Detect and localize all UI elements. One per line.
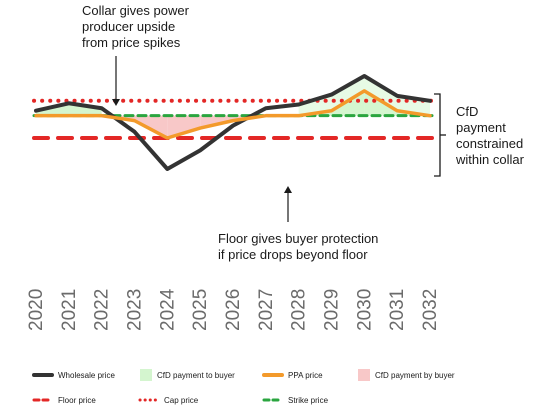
annotation-line: producer upside	[82, 19, 176, 34]
legend-swatch	[140, 369, 152, 381]
annotation-line: from price spikes	[82, 35, 181, 50]
legend-label: PPA price	[288, 371, 323, 380]
legend-label: Wholesale price	[58, 371, 115, 380]
x-tick-label: 2022	[92, 289, 113, 331]
legend-label: CfD payment by buyer	[375, 371, 455, 380]
annotation-line: constrained	[456, 136, 524, 151]
annotation-line: within collar	[456, 152, 524, 167]
legend-label: CfD payment to buyer	[157, 371, 235, 380]
annotation-line: Collar gives power	[82, 3, 189, 18]
x-tick-label: 2025	[190, 289, 211, 331]
annotation-line: CfD	[456, 104, 479, 119]
legend-label: Cap price	[164, 396, 199, 405]
annotation-line: if price drops beyond floor	[218, 247, 368, 262]
x-tick-label: 2024	[157, 288, 178, 331]
arrow-head	[284, 186, 292, 193]
annotation-floor-protection: Floor gives buyer protection if price dr…	[218, 231, 418, 263]
collar-bracket	[434, 93, 441, 177]
legend-label: Floor price	[58, 396, 96, 405]
ppa-price-line	[34, 89, 432, 140]
area-cfd-by-buyer	[167, 115, 201, 138]
x-tick-label: 2031	[387, 289, 408, 331]
arrow-head	[112, 99, 120, 106]
x-tick-label: 2020	[26, 289, 47, 331]
x-tick-label: 2023	[125, 289, 146, 331]
annotation-line: Floor gives buyer protection	[218, 231, 379, 246]
x-tick-label: 2027	[256, 289, 277, 331]
wholesale-price-line	[34, 74, 432, 171]
x-tick-label: 2028	[289, 289, 310, 331]
annotation-collar-upside: Collar gives power producer upside from …	[82, 3, 272, 51]
legend-swatch	[358, 369, 370, 381]
legend-label: Strike price	[288, 396, 329, 405]
x-tick-label: 2021	[59, 289, 80, 331]
x-tick-label: 2029	[322, 289, 343, 331]
annotation-cfd-collar: CfD payment constrained within collar	[456, 104, 535, 168]
x-tick-label: 2026	[223, 289, 244, 331]
area-cfd-to-buyer	[298, 76, 430, 116]
x-tick-label: 2032	[420, 289, 441, 331]
annotation-line: payment	[456, 120, 506, 135]
x-tick-label: 2030	[354, 289, 375, 331]
